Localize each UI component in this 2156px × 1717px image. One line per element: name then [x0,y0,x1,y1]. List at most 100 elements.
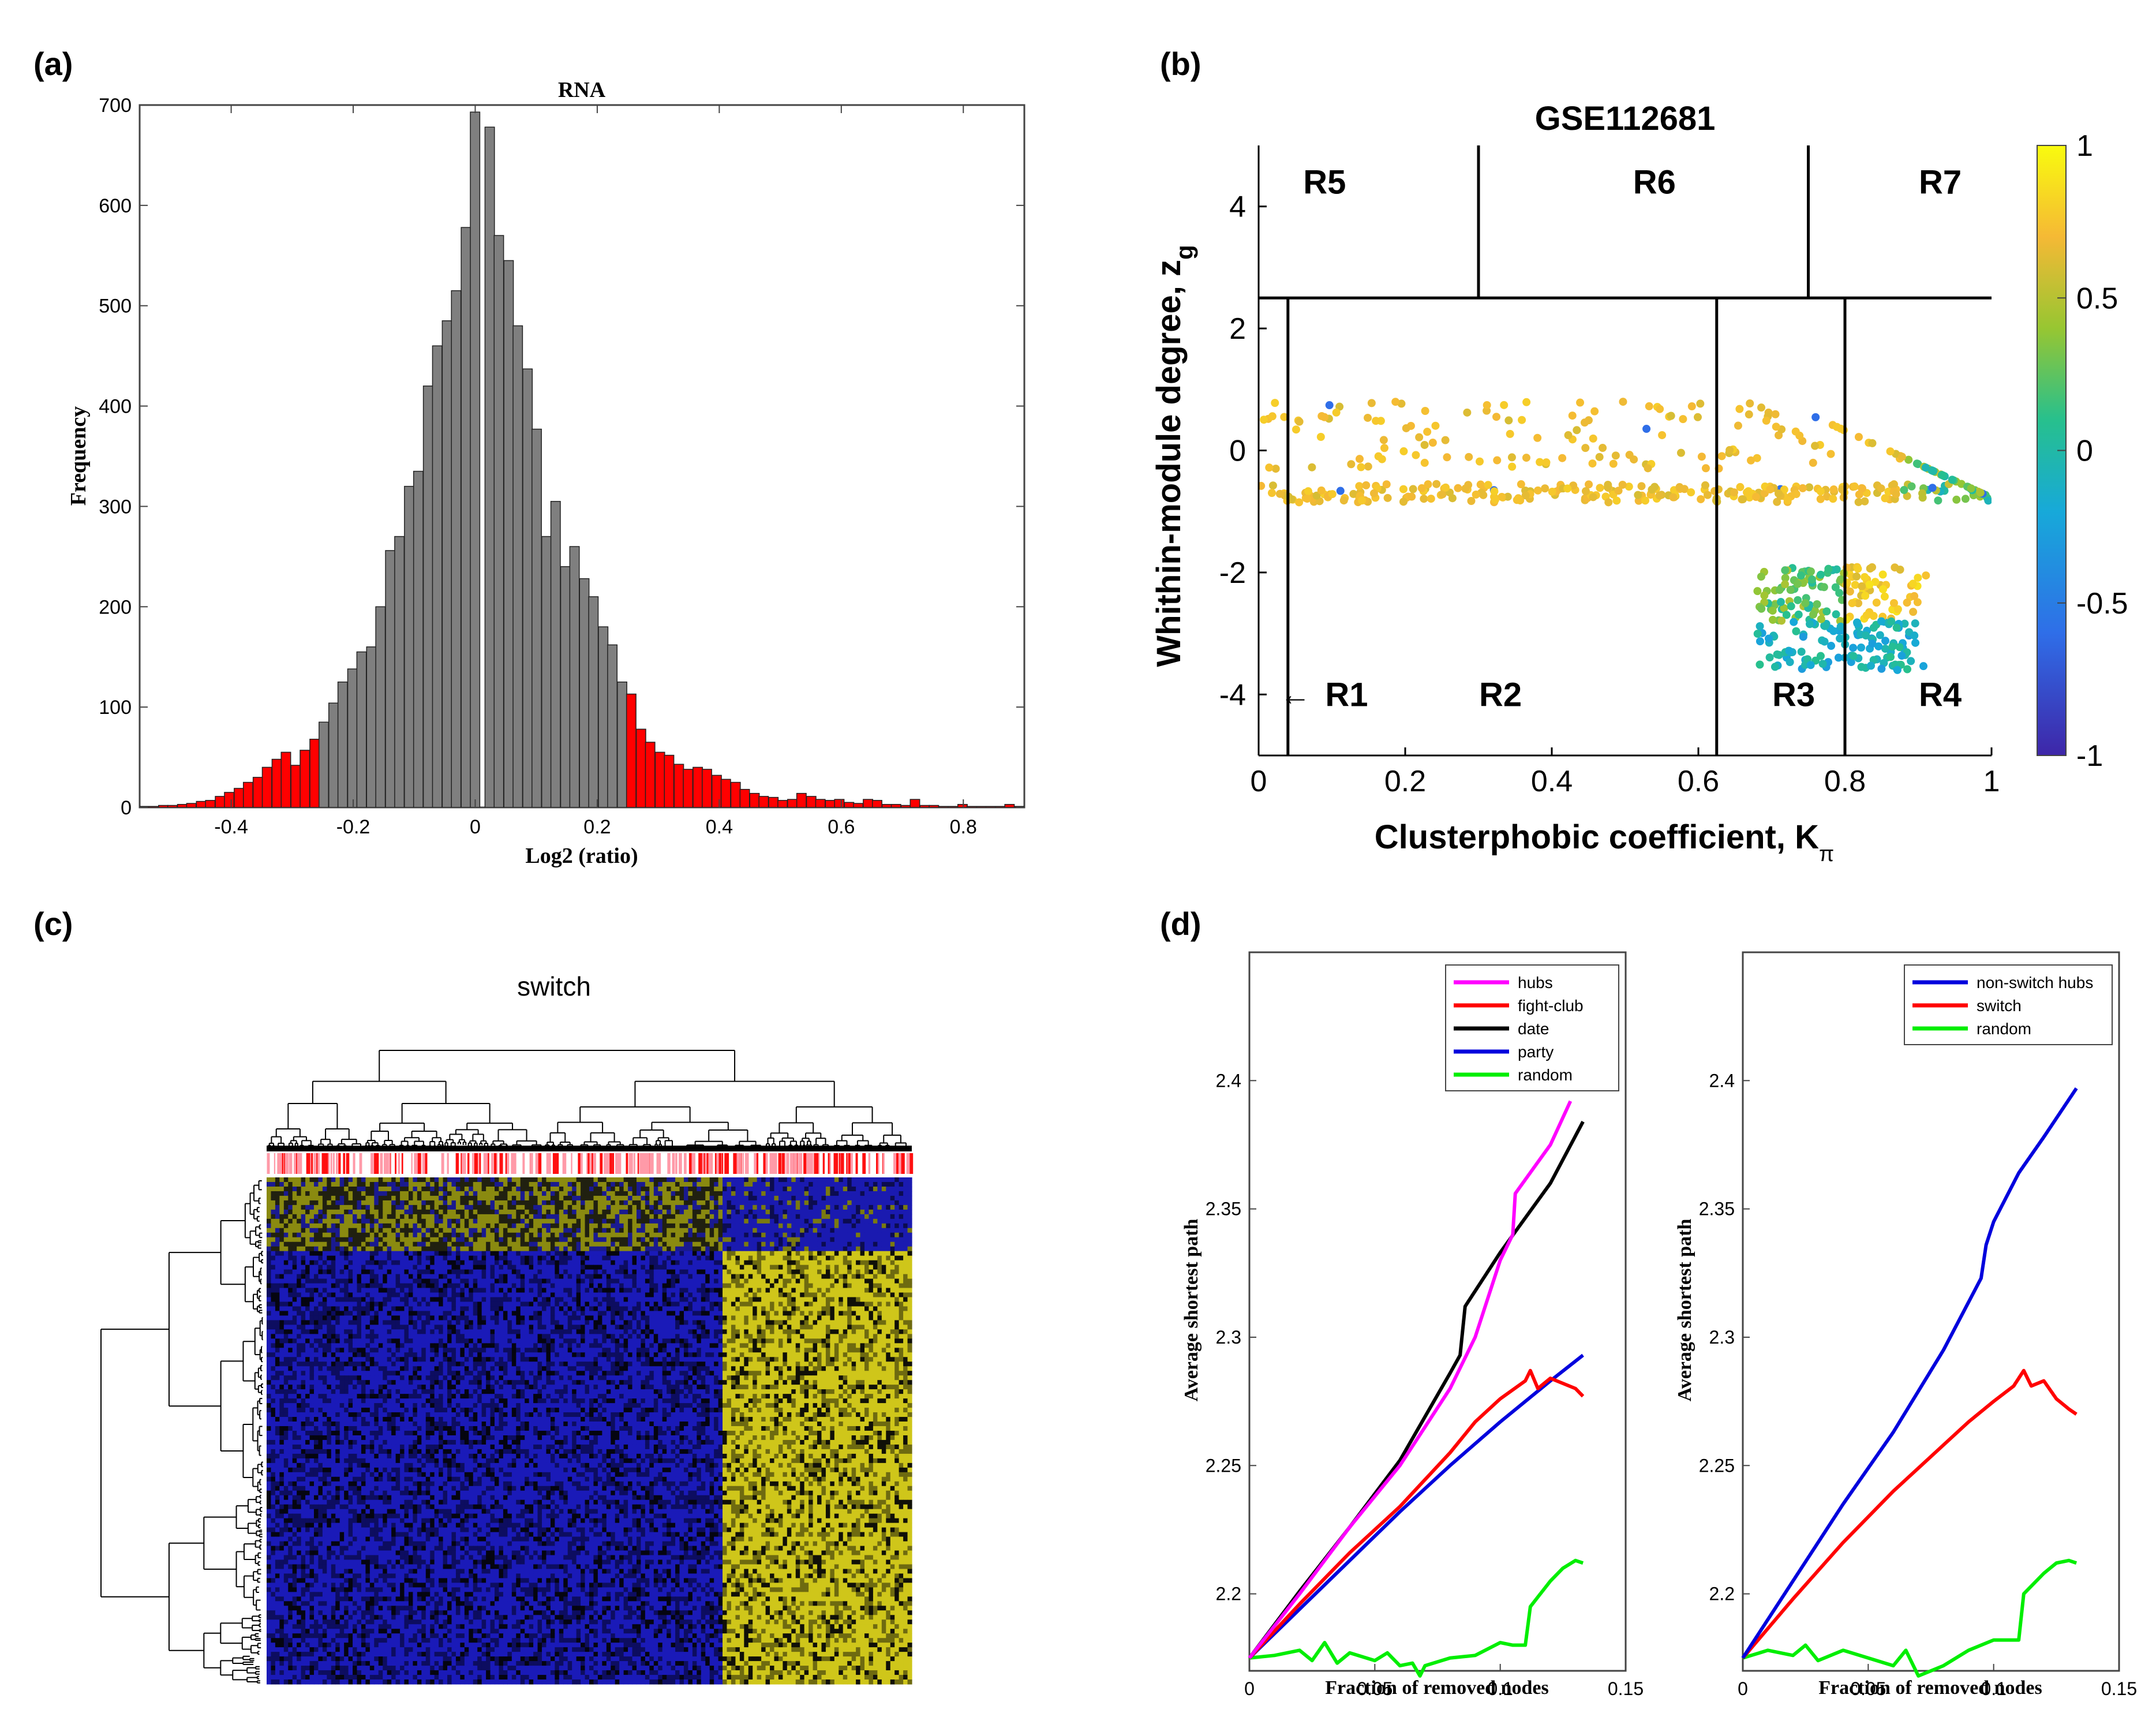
heatmap-cell [649,1209,654,1215]
scatter-point [1854,564,1862,573]
heatmap-cell [688,1218,693,1224]
heatmap-cell [516,1177,521,1183]
heatmap-cell [486,1204,491,1210]
heatmap-cell [851,1232,856,1238]
heatmap-cell [309,1218,315,1224]
scatter-point [1372,417,1380,425]
heatmap-cell [615,1228,620,1233]
heatmap-cell [318,1246,323,1252]
scatter-point [1893,665,1902,674]
annotation-stripe [637,1153,639,1174]
heatmap-cell [619,1177,624,1183]
heatmap-cell [443,1181,448,1187]
heatmap-cell [804,1228,809,1233]
heatmap-cell [615,1204,620,1210]
scatter-point [1976,488,1985,497]
heatmap-cell [546,1195,551,1201]
heatmap-cell [413,1237,418,1243]
heatmap-cell [503,1191,508,1196]
region-label: R1 [1325,676,1368,713]
heatmap-cell [267,1218,272,1224]
annotation-stripe [374,1153,376,1174]
heatmap-cell [374,1214,379,1220]
annotation-stripe [651,1153,653,1174]
heatmap-cell [327,1191,332,1196]
heatmap-cell [425,1200,431,1206]
heatmap-cell [589,1191,594,1196]
heatmap-cell [894,1241,900,1247]
heatmap-cell [327,1200,332,1206]
heatmap-cell [387,1228,392,1233]
heatmap-cell [477,1228,482,1233]
scatter-point [1773,650,1781,659]
heatmap-cell [271,1195,276,1201]
heatmap-cell [481,1209,486,1215]
heatmap-cell [305,1237,310,1243]
heatmap-cell [292,1200,297,1206]
heatmap-cell [881,1237,886,1243]
heatmap-cell [279,1241,285,1247]
scatter-point [1467,497,1476,506]
heatmap-cell [490,1177,495,1183]
histogram-bar [394,536,405,807]
heatmap-cell [279,1191,285,1196]
heatmap-cell [525,1218,530,1224]
heatmap-cell [705,1200,710,1206]
heatmap-cell [313,1195,319,1201]
heatmap-cell [753,1218,758,1224]
histogram-bar [966,806,977,807]
heatmap-cell [830,1177,835,1183]
scatter-point [1656,405,1664,413]
scatter-point [1919,662,1928,671]
heatmap-cell [305,1186,310,1192]
heatmap-cell [585,1241,590,1247]
scatter-point [1787,602,1795,611]
annotation-stripe [617,1153,620,1174]
heatmap-cell [808,1181,814,1187]
heatmap-cell [417,1223,422,1229]
heatmap-cell [495,1218,500,1224]
heatmap-cell [495,1246,500,1252]
heatmap-cell [305,1223,310,1229]
heatmap-cell [421,1186,426,1192]
heatmap-cell [309,1209,315,1215]
heatmap-cell [903,1177,908,1183]
heatmap-cell [378,1177,383,1183]
scatter-point [1829,495,1837,503]
heatmap-cell [421,1195,426,1201]
heatmap-cell [731,1186,736,1192]
heatmap-cell [550,1204,555,1210]
heatmap-cell [860,1200,865,1206]
heatmap-cell [516,1204,521,1210]
heatmap-cell [744,1191,749,1196]
heatmap-cell [856,1200,861,1206]
heatmap-cell [877,1186,882,1192]
histogram-bar [598,626,609,807]
heatmap-cell [757,1232,762,1238]
heatmap-cell [744,1237,749,1243]
heatmap-cell [903,1181,908,1187]
heatmap-cell [460,1191,465,1196]
heatmap-cell [404,1246,409,1252]
heatmap-cell [727,1228,732,1233]
scatter-point [1362,481,1371,489]
panel-c-heatmap: switch [100,971,914,1685]
heatmap-cell [297,1181,302,1187]
heatmap-cell [611,1209,616,1215]
heatmap-cell [839,1204,844,1210]
heatmap-cell [361,1223,366,1229]
heatmap-cell [748,1218,753,1224]
heatmap-cell [288,1177,293,1183]
heatmap-cell [671,1191,676,1196]
heatmap-cell [365,1237,370,1243]
heatmap-cell [309,1177,315,1183]
heatmap-cell [585,1200,590,1206]
heatmap-cell [357,1191,362,1196]
heatmap-cell [688,1177,693,1183]
heatmap-cell [576,1181,581,1187]
annotation-stripe [629,1153,631,1174]
heatmap-cell [391,1177,396,1183]
heatmap-cell [525,1246,530,1252]
heatmap-cell [301,1186,306,1192]
heatmap-cell [653,1228,658,1233]
